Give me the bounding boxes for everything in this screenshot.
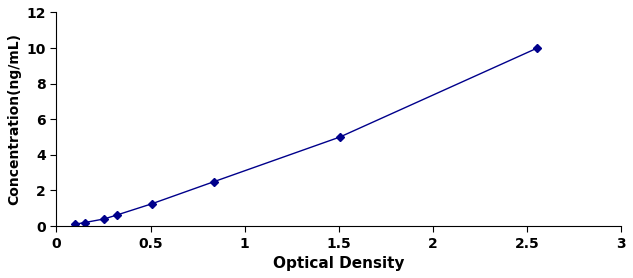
Y-axis label: Concentration(ng/mL): Concentration(ng/mL) [7,33,21,205]
X-axis label: Optical Density: Optical Density [273,256,404,271]
